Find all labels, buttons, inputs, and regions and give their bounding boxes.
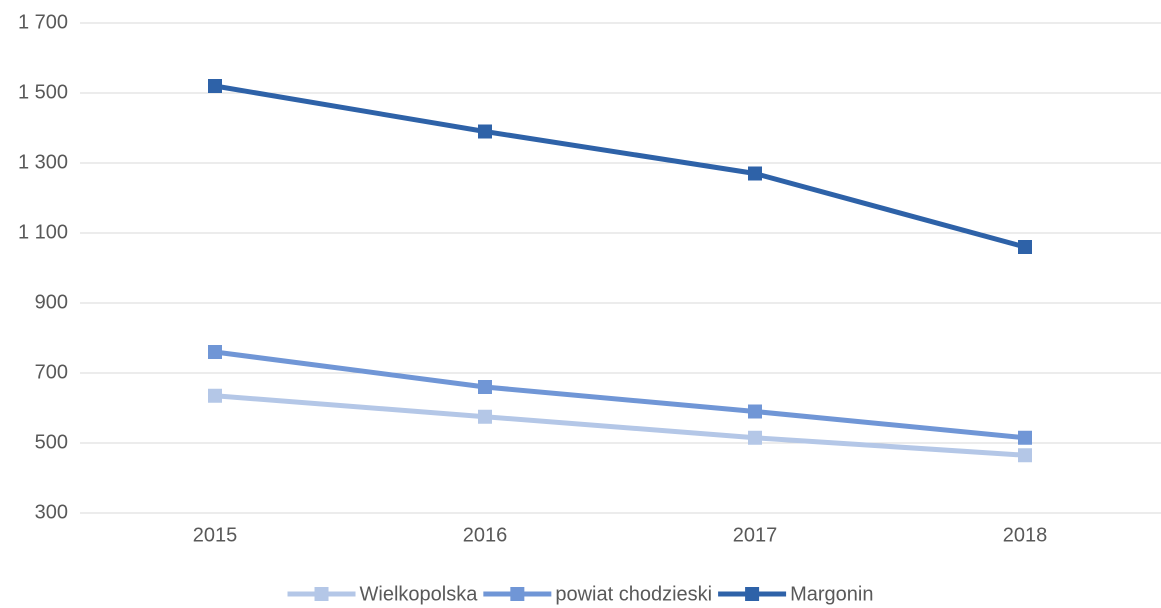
legend-label: Margonin <box>790 583 873 605</box>
legend-label: Wielkopolska <box>360 583 479 605</box>
series-line <box>214 83 1026 250</box>
y-tick-label: 1 100 <box>18 221 68 243</box>
point-marker <box>208 345 222 359</box>
legend-marker <box>314 587 329 601</box>
y-tick-label: 1 700 <box>18 11 68 33</box>
point-marker <box>1018 240 1032 254</box>
point-marker <box>1018 430 1032 445</box>
point-marker <box>208 79 222 93</box>
y-tick-label: 500 <box>35 431 68 453</box>
point-marker <box>748 166 762 181</box>
x-tick-label: 2015 <box>193 524 238 546</box>
point-marker <box>208 388 222 403</box>
x-tick-label: 2017 <box>733 524 778 546</box>
x-tick-label: 2016 <box>463 524 508 546</box>
legend-marker <box>745 587 760 601</box>
legend: Wielkopolska powiat chodzieski Margonin <box>287 583 873 605</box>
legend-label: powiat chodzieski <box>555 583 712 605</box>
y-tick-label: 900 <box>35 291 68 313</box>
point-marker <box>478 124 492 139</box>
x-tick-label: 2018 <box>1003 524 1048 546</box>
series-line <box>214 349 1026 441</box>
point-marker <box>478 409 492 424</box>
legend-item: Margonin <box>718 583 873 605</box>
legend-item: powiat chodzieski <box>483 583 712 605</box>
point-marker <box>748 430 762 445</box>
point-marker <box>748 404 762 419</box>
point-marker <box>1018 448 1032 463</box>
legend-item: Wielkopolska <box>287 583 479 605</box>
y-tick-label: 1 500 <box>18 81 68 103</box>
y-tick-label: 1 300 <box>18 151 68 173</box>
series-line <box>214 393 1026 458</box>
y-tick-label: 700 <box>35 361 68 383</box>
y-tick-label: 300 <box>35 501 68 523</box>
legend-marker <box>510 587 525 601</box>
point-marker <box>478 380 492 394</box>
